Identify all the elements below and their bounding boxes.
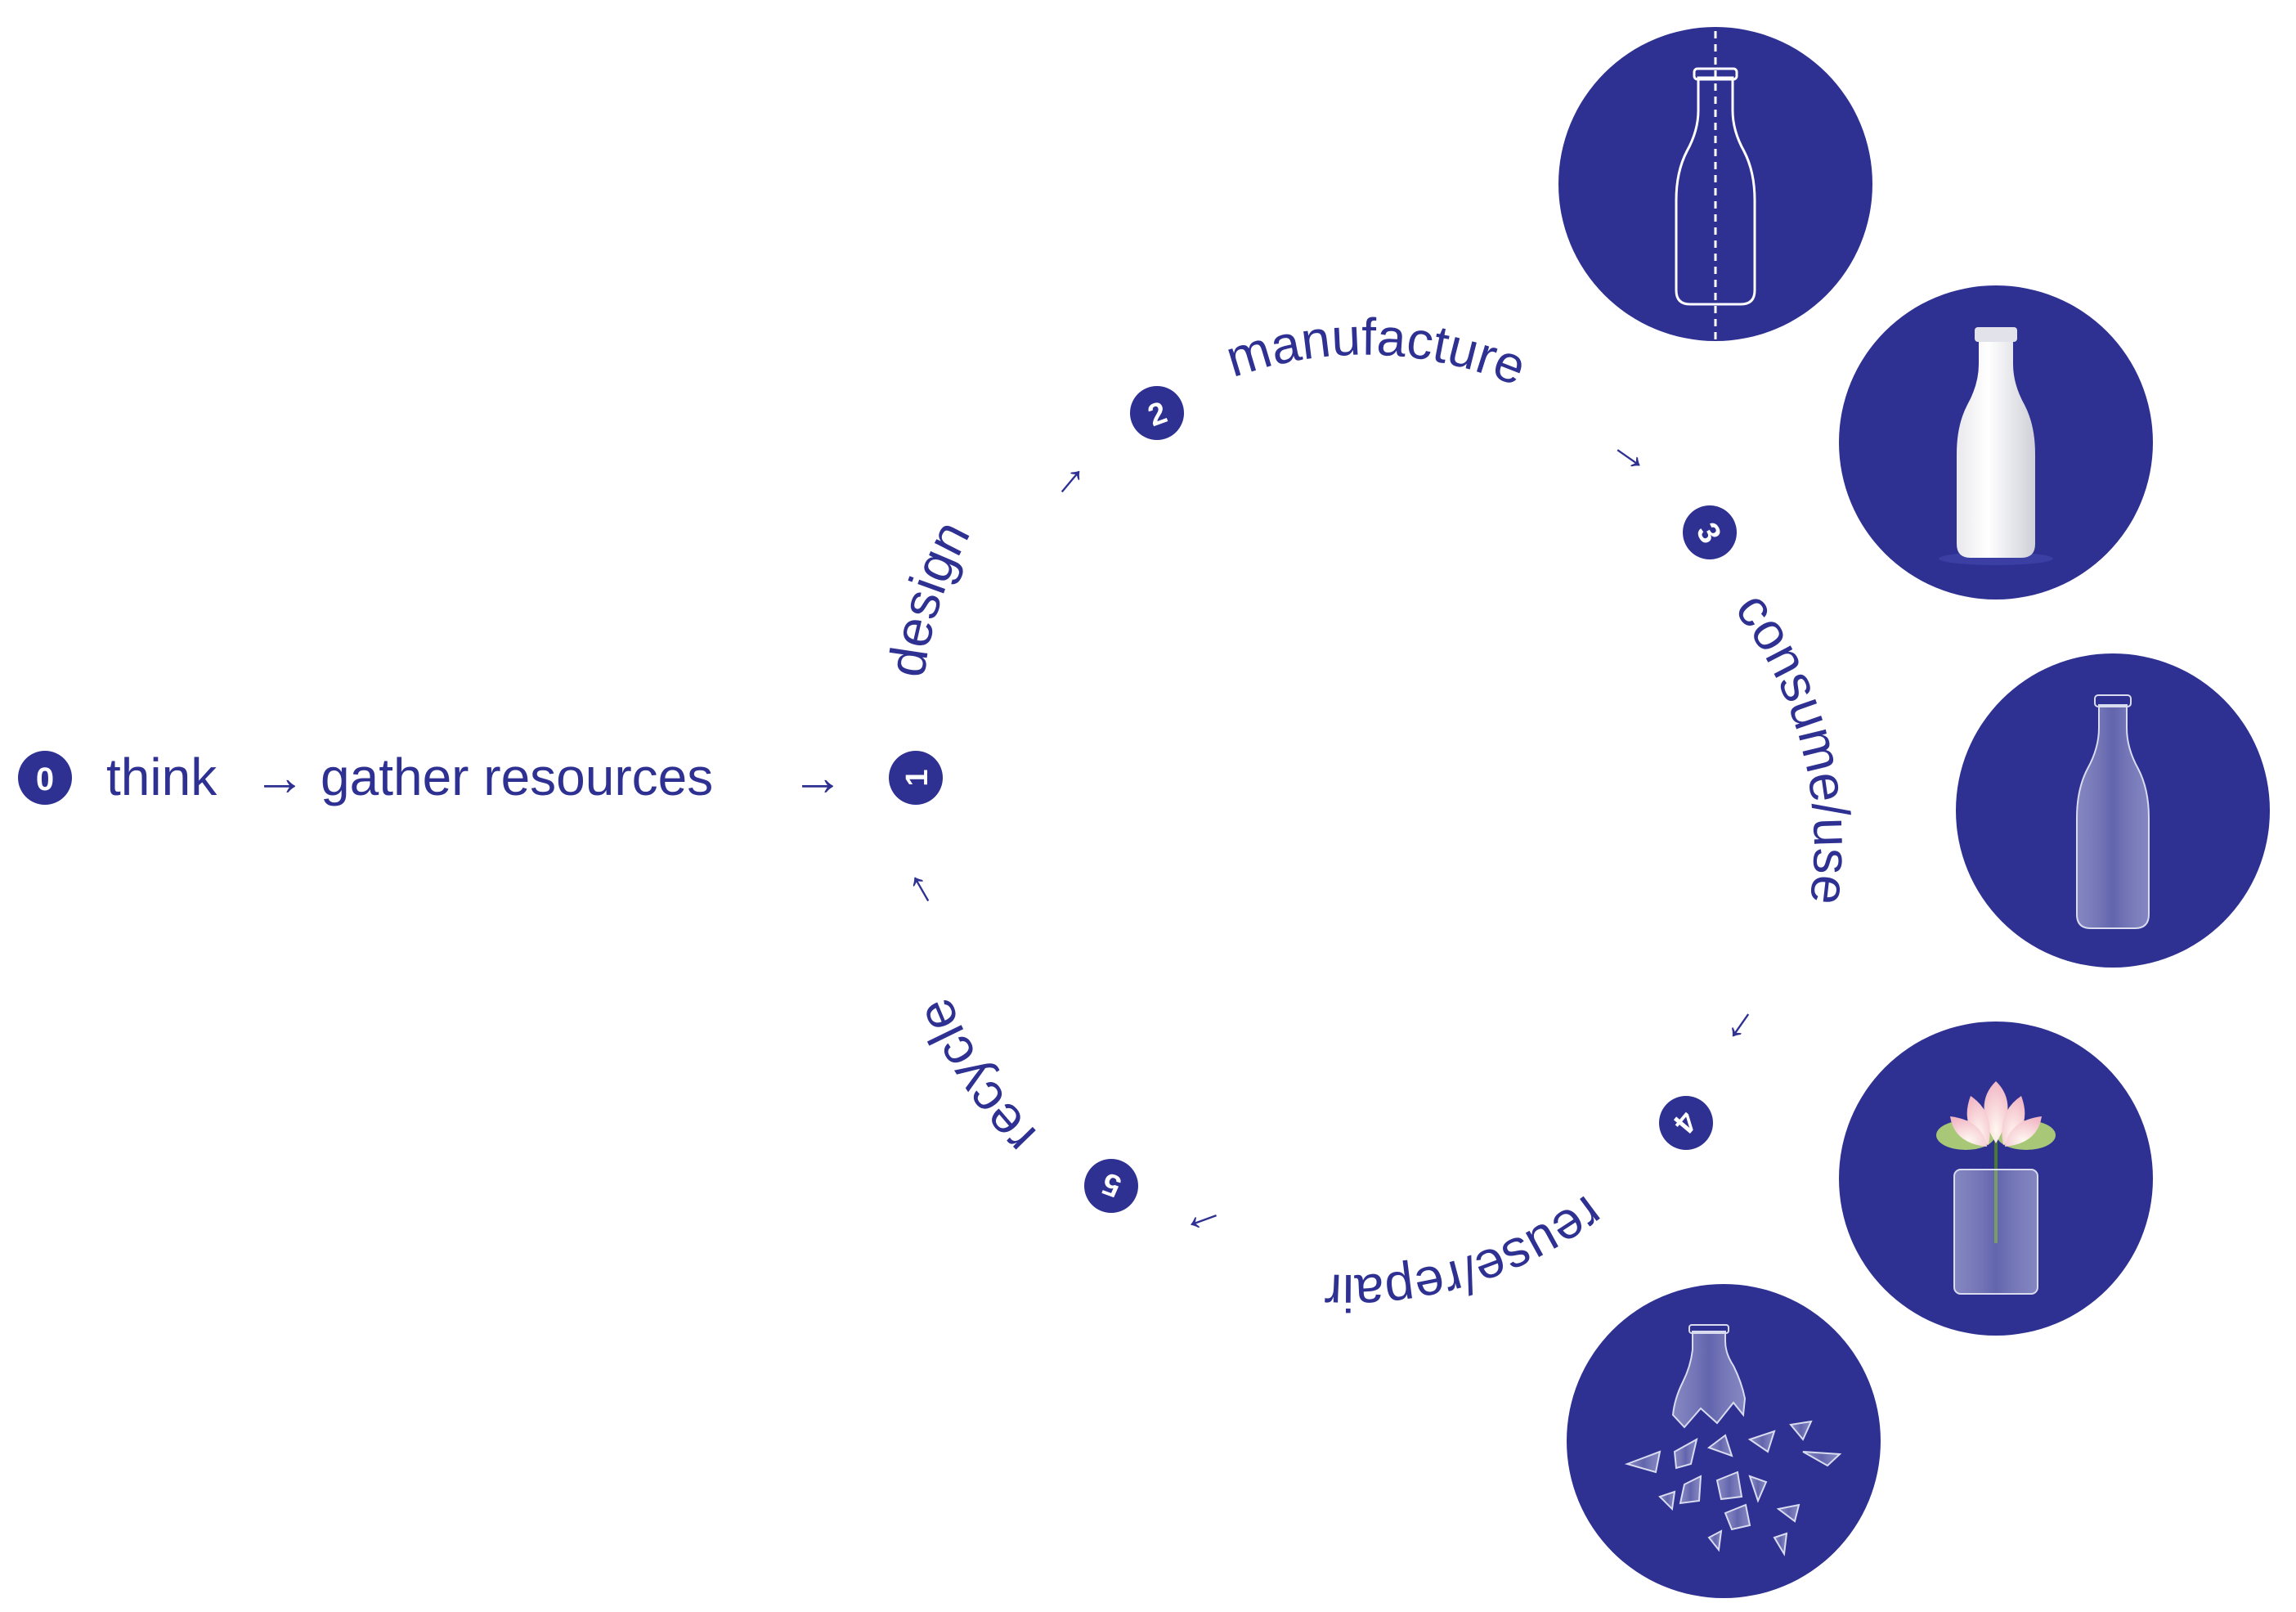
step-3-badge (1683, 505, 1737, 559)
step-5: 5 (1084, 1159, 1138, 1213)
gather-resources-label: gather resources (321, 748, 713, 806)
step-1: 1 (889, 751, 943, 805)
arrow-design-to-manufacture: → (1029, 442, 1098, 510)
step-1-label-design: design (877, 511, 980, 680)
step-4-badge (1659, 1096, 1713, 1150)
step-5-badge (1084, 1159, 1138, 1213)
step-0-number: 0 (36, 761, 54, 797)
step-2-label-manufacture: manufacture (1219, 307, 1534, 397)
step-3-label-consume-use: consume/use (1724, 581, 1862, 908)
milk-bottle-icon (1839, 285, 2153, 599)
step-4: 4 (1659, 1096, 1713, 1150)
think-label: think (106, 748, 217, 806)
broken-glass-icon (1567, 1284, 1881, 1598)
arrow-gather-to-design: → (791, 748, 844, 806)
step-1-badge (889, 751, 943, 805)
arrow-think-to-gather: → (253, 748, 306, 806)
step-0-badge (18, 751, 72, 805)
step-2-badge (1130, 386, 1184, 440)
step-2: 2 (1130, 386, 1184, 440)
intro-row: 0 think → gather resources → (18, 748, 844, 806)
arrow-manufacture-to-consume: → (1600, 416, 1667, 485)
arrow-recycle-to-design: → (881, 860, 948, 926)
bottle-outline-design-icon (1558, 27, 1872, 341)
empty-bottle-icon (1956, 653, 2270, 968)
step-1-number: 1 (900, 769, 935, 786)
step-3: 3 (1683, 505, 1737, 559)
step-5-label-recycle: recycle (904, 990, 1047, 1165)
arrow-consume-to-reuse: → (1713, 996, 1782, 1063)
arrow-reuse-to-recycle: → (1176, 1196, 1236, 1260)
step-4-label-reuse-repair: reuse/repair (1323, 1185, 1615, 1322)
flower-vase-icon (1839, 1022, 2153, 1336)
